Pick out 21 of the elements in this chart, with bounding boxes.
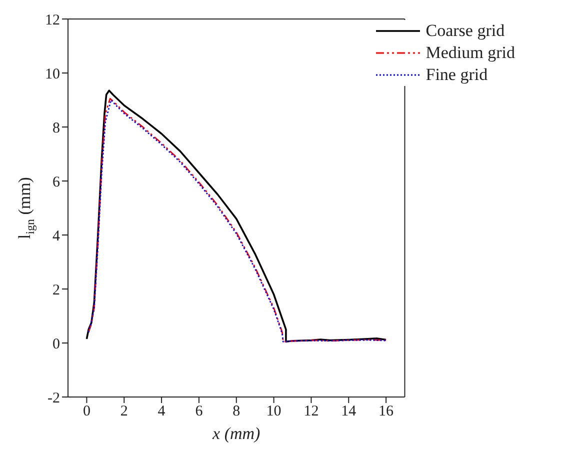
x-tick-label: 10: [266, 404, 282, 420]
y-tick-label: 0: [52, 336, 60, 352]
x-tick-label: 4: [158, 404, 166, 420]
x-axis-title: x (mm): [212, 424, 261, 443]
x-tick-label: 2: [120, 404, 128, 420]
y-tick-label: -2: [48, 390, 60, 406]
x-tick-label: 0: [82, 404, 90, 420]
legend-label: Fine grid: [426, 64, 488, 86]
y-tick-label: 10: [45, 66, 60, 82]
y-tick-label: 2: [52, 282, 60, 298]
x-tick-label: 14: [341, 404, 357, 420]
y-tick-label: 4: [52, 228, 60, 244]
legend-label: Medium grid: [426, 42, 515, 64]
x-tick-label: 12: [304, 404, 319, 420]
y-tick-label: 6: [52, 174, 60, 190]
y-tick-label: 12: [45, 12, 60, 28]
x-tick-label: 6: [195, 404, 204, 420]
legend-label: Coarse grid: [426, 20, 505, 42]
x-tick-label: 16: [378, 404, 394, 420]
y-tick-label: 8: [52, 120, 60, 136]
x-tick-label: 8: [232, 404, 240, 420]
